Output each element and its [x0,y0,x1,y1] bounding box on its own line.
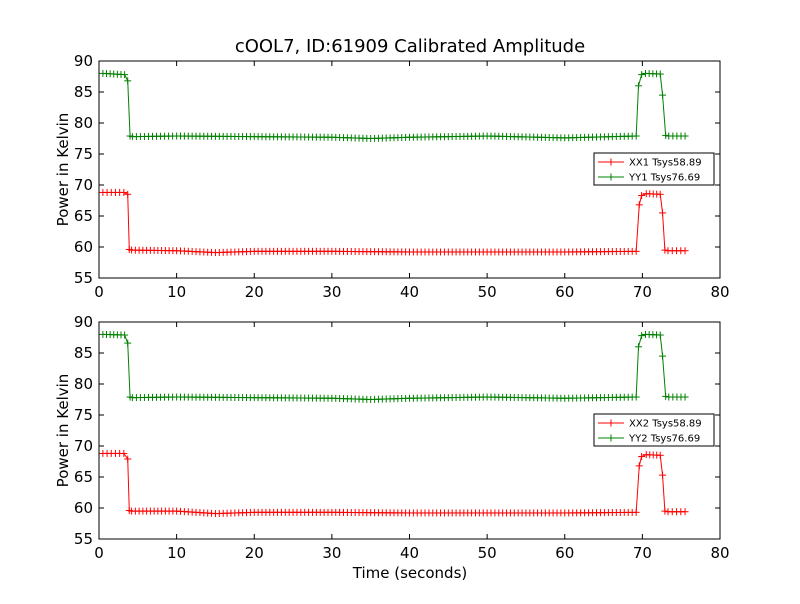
data-point-marker [656,451,664,459]
legend-entry-label: XX2 Tsys58.89 [629,419,702,430]
y-tick-label: 70 [74,176,93,194]
y-tick-label: 85 [74,344,93,362]
data-point-marker [121,331,129,339]
data-point-marker [659,91,667,99]
data-point-marker [634,82,642,90]
y-tick-label: 80 [74,375,93,393]
data-point-marker [124,190,132,198]
data-point-marker [124,455,132,463]
data-point-marker [662,392,670,400]
series-1 [99,188,689,257]
data-point-marker [656,70,664,78]
x-tick-label: 20 [245,544,264,562]
data-point-marker [634,343,642,351]
data-point-marker [681,132,689,140]
series-2 [99,330,689,403]
y-tick-label: 90 [74,52,93,70]
y-axis-label: Power in Kelvin [54,113,72,227]
x-tick-label: 50 [478,544,497,562]
data-point-marker [681,508,689,516]
data-point-marker [632,132,640,140]
x-tick-label: 30 [322,283,341,301]
legend: XX1 Tsys58.89 YY1 Tsys76.69 [593,152,715,186]
data-point-marker [635,462,643,470]
x-tick-label: 40 [400,283,419,301]
data-point-marker [121,71,129,79]
data-point-marker [638,192,646,200]
x-tick-label: 60 [555,544,574,562]
data-point-marker [124,77,132,85]
series-2 [99,69,689,142]
y-tick-label: 75 [74,145,93,163]
data-point-marker [656,190,664,198]
x-tick-label: 40 [400,544,419,562]
y-tick-label: 60 [74,238,93,256]
x-tick-label: 60 [555,283,574,301]
legend-entry-label: YY1 Tsys76.69 [628,173,700,184]
legend-entry-label: YY2 Tsys76.69 [628,434,700,445]
y-tick-label: 70 [74,437,93,455]
data-point-marker [124,339,132,347]
y-tick-label: 55 [74,530,93,548]
data-point-marker [120,449,128,457]
x-tick-label: 20 [245,283,264,301]
data-point-marker [656,331,664,339]
data-point-marker [638,332,646,340]
legend: XX2 Tsys58.89 YY2 Tsys76.69 [593,413,715,447]
y-tick-label: 65 [74,207,93,225]
y-tick-label: 65 [74,468,93,486]
data-point-marker [635,201,643,209]
data-point-marker [681,247,689,255]
data-point-marker [638,71,646,79]
x-tick-label: 70 [633,544,652,562]
y-tick-label: 55 [74,269,93,287]
legend-box [593,413,715,447]
data-point-marker [120,188,128,196]
data-point-marker [632,393,640,401]
x-tick-label: 30 [322,544,341,562]
data-point-marker [632,508,640,516]
x-tick-label: 50 [478,283,497,301]
x-tick-label: 80 [710,544,729,562]
data-point-marker [681,393,689,401]
data-point-marker [638,453,646,461]
plot-frame [98,321,721,540]
x-axis-label: Time (seconds) [352,564,468,582]
legend-entry-label: XX1 Tsys58.89 [629,158,702,169]
x-tick-label: 80 [710,283,729,301]
panels-group: 0 10 20 30 40 50 60 70 80 55 60 65 70 75 80 85 90 Power i… [54,52,730,562]
y-tick-label: 85 [74,83,93,101]
y-tick-label: 90 [74,313,93,331]
plot-frame [98,60,721,279]
x-tick-label: 70 [633,283,652,301]
x-tick-label: 0 [94,544,104,562]
data-point-marker [659,352,667,360]
panel-1: 0 10 20 30 40 50 60 70 80 55 60 65 70 75 80 85 90 Power i… [54,52,730,301]
data-point-marker [661,246,669,254]
y-tick-label: 60 [74,499,93,517]
y-axis-label: Power in Kelvin [54,374,72,488]
x-tick-label: 10 [167,283,186,301]
y-tick-label: 80 [74,114,93,132]
panel-2: 0 10 20 30 40 50 60 70 80 55 60 65 70 75 80 85 90 Power i… [54,313,730,562]
data-point-marker [662,131,670,139]
x-tick-label: 0 [94,283,104,301]
chart-title: cOOL7, ID:61909 Calibrated Amplitude [235,36,585,57]
x-tick-label: 10 [167,544,186,562]
data-point-marker [659,209,667,217]
series-1 [99,449,689,518]
legend-box [593,152,715,186]
y-tick-label: 75 [74,406,93,424]
data-point-marker [632,247,640,255]
data-point-marker [661,507,669,515]
data-point-marker [659,471,667,479]
